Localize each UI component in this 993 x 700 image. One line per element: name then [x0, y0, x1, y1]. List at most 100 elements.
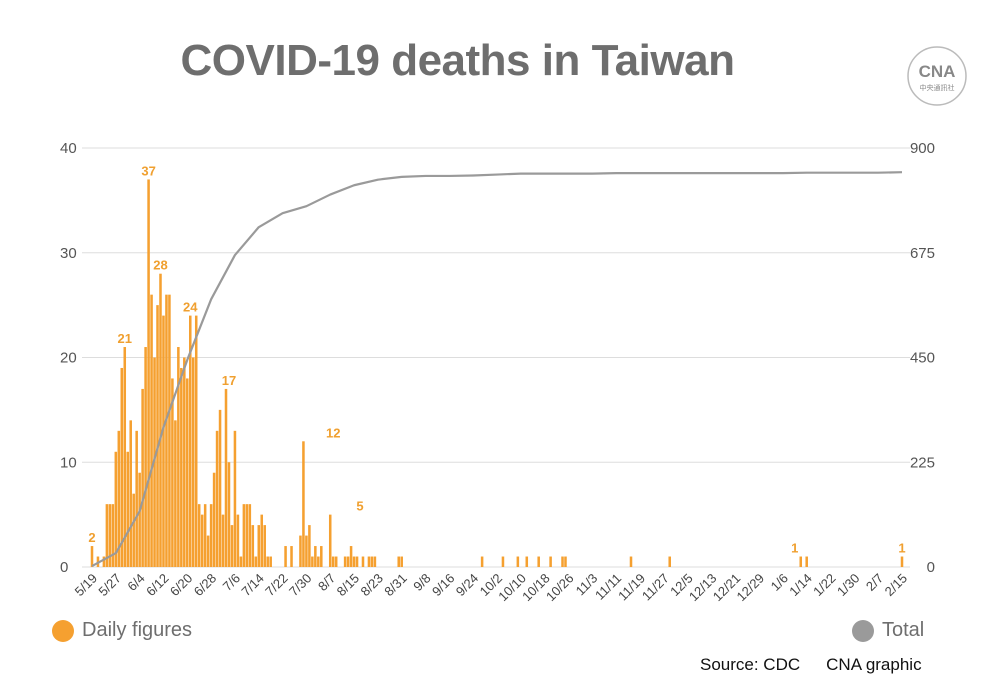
- total-line-group: [91, 171, 903, 568]
- daily-bar: [200, 514, 204, 567]
- daily-bar: [90, 546, 94, 567]
- daily-bar: [215, 430, 219, 567]
- logo-text: CNA: [919, 62, 956, 81]
- daily-bar: [331, 556, 335, 567]
- x-tick-label: 5/27: [95, 571, 124, 600]
- daily-bar: [525, 556, 529, 567]
- daily-bar: [328, 514, 332, 567]
- daily-bar: [352, 556, 356, 567]
- x-tick-label: 2/15: [882, 571, 911, 600]
- y-left-tick: 30: [60, 245, 77, 262]
- x-tick-label: 12/29: [734, 571, 768, 605]
- x-tick-label: 9/16: [429, 571, 458, 600]
- daily-bar: [367, 556, 371, 567]
- x-tick-label: 6/20: [167, 571, 196, 600]
- daily-bar: [135, 430, 138, 567]
- daily-bar: [156, 305, 159, 567]
- x-tick-label: 7/22: [262, 571, 291, 600]
- x-tick-label: 11/27: [639, 571, 672, 604]
- legend-daily-marker: [52, 619, 74, 642]
- daily-bar: [373, 556, 377, 567]
- y-left-tick: 0: [60, 559, 68, 576]
- daily-bar: [254, 556, 258, 567]
- daily-bar: [302, 441, 305, 567]
- daily-bar: [370, 556, 374, 567]
- daily-bar: [126, 451, 130, 567]
- source-text: Source: CDC: [700, 655, 801, 674]
- daily-bar: [150, 294, 153, 567]
- daily-bar: [114, 451, 118, 567]
- y-right-tick: 675: [910, 245, 935, 262]
- daily-bar: [108, 504, 112, 567]
- daily-bar: [290, 546, 293, 567]
- daily-bar: [147, 179, 150, 568]
- daily-bar: [212, 472, 216, 567]
- x-tick-label: 11/19: [615, 571, 648, 604]
- daily-bar: [245, 504, 249, 567]
- daily-bar: [516, 556, 520, 567]
- daily-bar: [561, 556, 564, 567]
- daily-bar: [269, 556, 272, 567]
- daily-bar: [162, 315, 165, 567]
- data-label: 37: [141, 163, 155, 178]
- daily-bar: [549, 556, 552, 567]
- daily-bar: [159, 273, 162, 567]
- legend-total: Total: [852, 619, 924, 642]
- daily-bar: [189, 315, 192, 567]
- x-tick-label: 9/24: [453, 571, 482, 600]
- daily-bar: [105, 504, 109, 567]
- daily-bar: [227, 462, 231, 567]
- chart-title: COVID-19 deaths in Taiwan: [180, 36, 735, 85]
- legend-total-marker: [852, 619, 874, 642]
- daily-bar: [263, 525, 266, 567]
- daily-bar: [343, 556, 347, 567]
- daily-bar: [174, 420, 177, 567]
- daily-bar: [218, 409, 222, 567]
- data-labels: 2 21 37 28 24 17 12 5 1 1: [88, 163, 905, 555]
- daily-bar: [183, 357, 186, 567]
- data-label: 28: [153, 258, 167, 273]
- data-label: 17: [222, 373, 236, 388]
- daily-bar: [203, 504, 207, 567]
- grid-lines: [82, 147, 910, 568]
- daily-bar: [564, 556, 567, 567]
- x-tick-label: 1/14: [786, 571, 815, 600]
- daily-bar: [320, 546, 323, 567]
- x-tick-label: 7/30: [286, 571, 315, 600]
- daily-bar: [317, 556, 320, 567]
- y-right-tick: 450: [910, 350, 935, 367]
- daily-bars: [90, 179, 904, 568]
- daily-bar: [171, 378, 174, 567]
- daily-bar: [236, 514, 240, 567]
- y-left-tick: 40: [60, 140, 77, 157]
- daily-bar: [400, 556, 403, 567]
- total-line: [91, 171, 903, 568]
- x-tick-label: 7/14: [238, 571, 267, 600]
- daily-bar: [799, 556, 803, 567]
- daily-bar: [191, 357, 195, 567]
- daily-bar: [233, 430, 237, 567]
- legend-daily-label: Daily figures: [82, 619, 193, 641]
- daily-bar: [224, 388, 228, 567]
- daily-bar: [355, 556, 359, 567]
- daily-bar: [266, 556, 269, 567]
- daily-bar: [299, 535, 302, 567]
- data-label: 5: [356, 499, 363, 514]
- daily-bar: [305, 535, 308, 567]
- data-label: 12: [326, 425, 340, 440]
- daily-bar: [257, 525, 261, 567]
- data-label: 1: [791, 541, 798, 556]
- daily-bar: [346, 556, 350, 567]
- daily-bar: [144, 347, 147, 567]
- daily-bar: [480, 556, 484, 567]
- daily-bar: [260, 514, 264, 567]
- daily-bar: [334, 556, 338, 567]
- daily-bar: [361, 556, 365, 567]
- daily-bar: [102, 556, 106, 567]
- legend-daily: Daily figures: [52, 619, 192, 642]
- daily-bar: [111, 504, 115, 567]
- x-tick-label: 8/31: [381, 571, 410, 600]
- daily-bar: [629, 556, 633, 567]
- y-left-tick: 20: [60, 350, 77, 367]
